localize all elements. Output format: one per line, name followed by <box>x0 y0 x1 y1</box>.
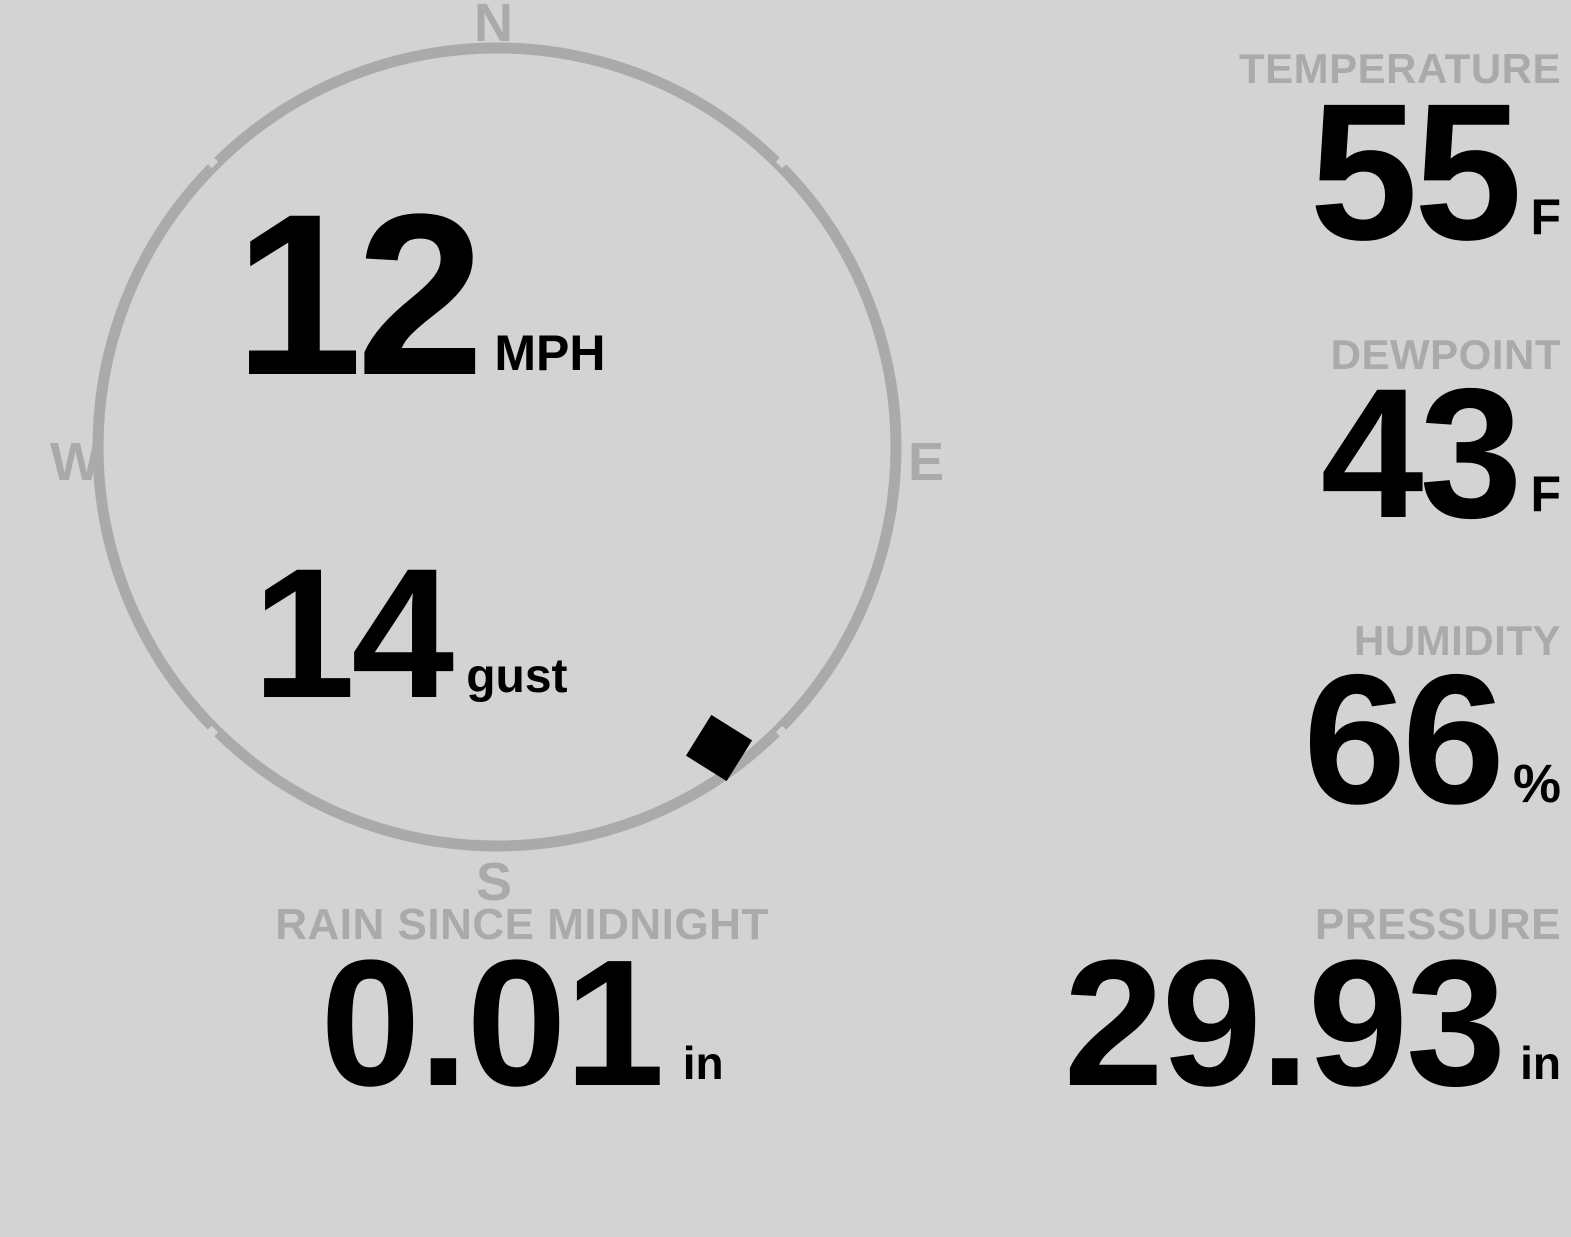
rain-unit: in <box>682 1037 724 1089</box>
wind-direction-marker <box>685 714 753 782</box>
temperature-value: 55 <box>1309 63 1523 281</box>
temperature-label: TEMPERATURE <box>1238 45 1561 92</box>
pressure-metric: PRESSURE 29.93 in <box>881 900 1561 1124</box>
dewpoint-value-row: 43 F <box>1001 351 1561 557</box>
pressure-value-row: 29.93 in <box>881 923 1561 1124</box>
compass-label-north: N <box>474 0 513 53</box>
pressure-label: PRESSURE <box>1314 900 1561 949</box>
pressure-value: 29.93 <box>1063 923 1506 1124</box>
temperature-unit: F <box>1530 188 1561 245</box>
humidity-label: HUMIDITY <box>1354 617 1561 664</box>
rain-metric: RAIN SINCE MIDNIGHT 0.01 in <box>212 900 832 1124</box>
wind-compass-panel: N S W E 12 MPH 14 gust <box>0 0 1000 920</box>
dewpoint-metric: DEWPOINT 43 F <box>1001 331 1561 557</box>
humidity-value-row: 66 % <box>1001 637 1561 843</box>
compass-label-south: S <box>476 852 513 912</box>
wind-speed-unit: MPH <box>494 325 606 381</box>
compass-ring-graphic <box>92 42 902 852</box>
humidity-unit: % <box>1512 754 1561 815</box>
rain-value: 0.01 <box>320 923 664 1124</box>
wind-speed-value: 12 <box>234 166 485 424</box>
humidity-metric: HUMIDITY 66 % <box>1001 617 1561 843</box>
compass-label-east: E <box>908 432 945 492</box>
rain-value-row: 0.01 in <box>212 923 832 1124</box>
wind-speed-readout: 12 MPH <box>120 166 720 424</box>
compass-label-west: W <box>50 432 101 492</box>
humidity-value: 66 <box>1303 637 1505 843</box>
temperature-metric: TEMPERATURE 55 F <box>1001 45 1561 281</box>
temperature-value-row: 55 F <box>1001 63 1561 281</box>
dewpoint-value: 43 <box>1320 351 1523 557</box>
dewpoint-label: DEWPOINT <box>1330 331 1561 378</box>
pressure-unit: in <box>1520 1037 1561 1089</box>
wind-gust-unit: gust <box>466 650 568 703</box>
rain-label: RAIN SINCE MIDNIGHT <box>275 900 769 949</box>
wind-gust-readout: 14 gust <box>110 513 710 737</box>
dewpoint-unit: F <box>1530 466 1561 523</box>
wind-gust-value: 14 <box>252 530 454 737</box>
compass-ring-circle <box>92 42 902 852</box>
compass-tick-marks <box>201 151 793 743</box>
